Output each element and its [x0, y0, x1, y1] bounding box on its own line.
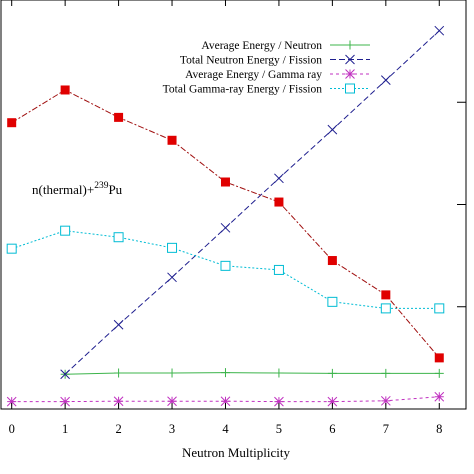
x-tick-label: 0 [9, 422, 15, 436]
plot-annotation: n(thermal)+239Pu [32, 181, 123, 197]
data-point [167, 272, 177, 283]
data-point [327, 368, 337, 378]
series-0 [60, 368, 444, 379]
legend-label: Average Energy / Gamma ray [185, 69, 322, 81]
legend-label: Total Neutron Energy / Fission [180, 55, 322, 67]
data-point [220, 396, 231, 407]
x-tick-label: 2 [115, 422, 121, 436]
data-point [274, 368, 284, 378]
data-point [60, 369, 70, 380]
data-point [274, 396, 284, 407]
legend-entry: Total Neutron Energy / Fission [180, 55, 370, 67]
data-point [327, 296, 338, 307]
series-3 [6, 225, 445, 314]
x-tick-label: 5 [276, 422, 282, 436]
annotation-prefix: n(thermal)+ [32, 182, 94, 197]
series-1 [60, 25, 445, 380]
data-point [273, 264, 284, 275]
data-point [274, 173, 284, 184]
data-point [327, 256, 337, 266]
data-point [434, 25, 445, 36]
x-tick-label: 3 [169, 422, 175, 436]
data-point [7, 118, 17, 128]
x-tick-label: 4 [222, 422, 229, 436]
data-point [381, 290, 391, 300]
data-point [220, 177, 230, 187]
data-point [220, 260, 231, 271]
data-point [220, 222, 231, 233]
data-point [274, 197, 284, 207]
data-point [60, 396, 70, 407]
series-line [65, 372, 440, 375]
data-point [220, 368, 230, 378]
legend-entry: Total Gamma-ray Energy / Fission [163, 83, 370, 96]
data-point [114, 112, 124, 122]
legend-entry: Average Energy / Gamma ray [185, 69, 370, 81]
data-point [434, 353, 444, 363]
data-point [113, 319, 124, 330]
annotation-superscript: 239 [94, 181, 109, 191]
data-point [113, 232, 124, 243]
data-point [380, 395, 391, 406]
data-point [113, 396, 124, 407]
series-layer [6, 25, 445, 407]
x-axis-label: Neutron Multiplicity [182, 445, 290, 460]
data-point [434, 303, 445, 314]
series-line [11, 89, 440, 359]
legend-entry: Average Energy / Neutron [201, 40, 370, 52]
data-point [380, 75, 391, 86]
data-point [327, 396, 338, 407]
data-point [381, 368, 391, 378]
data-point [114, 368, 124, 378]
data-point [167, 396, 177, 407]
series-4 [7, 85, 444, 363]
annotation-suffix: Pu [108, 182, 122, 197]
data-point [345, 83, 355, 94]
legend: Average Energy / Neutron Total Neutron En… [163, 40, 370, 96]
legend-label: Total Gamma-ray Energy / Fission [163, 84, 323, 96]
data-point [167, 242, 178, 253]
series-line [11, 396, 440, 403]
x-tick-label: 6 [329, 422, 335, 436]
data-point [60, 85, 70, 95]
data-point [167, 135, 177, 145]
data-point [167, 368, 177, 378]
data-point [434, 391, 445, 402]
data-point [345, 54, 355, 65]
series-line [64, 30, 440, 375]
data-point [6, 243, 17, 254]
data-point [60, 225, 71, 236]
data-point [327, 124, 338, 135]
x-tick-label: 7 [383, 422, 389, 436]
data-point [345, 40, 355, 50]
tick-layer: 0 1 2 3 4 5 6 7 8 [9, 0, 466, 436]
data-point [6, 396, 17, 407]
series-2 [6, 391, 445, 407]
x-tick-label: 8 [436, 422, 442, 436]
data-point [434, 368, 444, 378]
legend-label: Average Energy / Neutron [201, 40, 322, 52]
data-point [345, 69, 355, 79]
data-point [380, 303, 391, 314]
x-tick-label: 1 [62, 422, 68, 436]
